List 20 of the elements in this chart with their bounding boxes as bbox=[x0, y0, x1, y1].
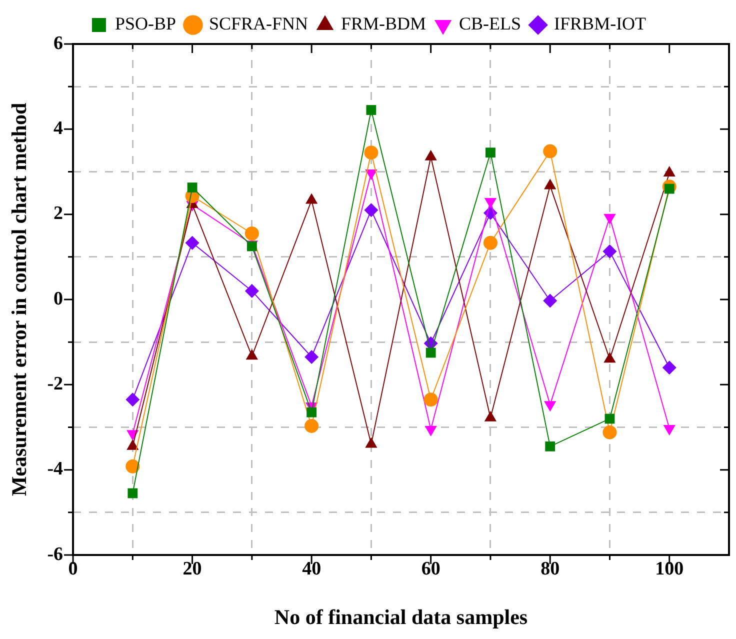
x-tick-label: 20 bbox=[182, 558, 202, 580]
x-axis-title: No of financial data samples bbox=[274, 604, 528, 629]
y-tick-label: -4 bbox=[47, 458, 64, 480]
x-tick-label: 100 bbox=[655, 558, 684, 580]
legend-label: CB-ELS bbox=[459, 14, 522, 34]
x-tick-label: 80 bbox=[540, 558, 560, 580]
x-tick-label: 60 bbox=[421, 558, 440, 580]
y-tick-label: 4 bbox=[54, 118, 64, 140]
y-tick-label: -2 bbox=[47, 374, 64, 395]
y-tick-label: -6 bbox=[47, 544, 64, 565]
legend-label: FRM-BDM bbox=[341, 14, 426, 34]
y-axis-title: Measurement error in control chart method bbox=[7, 102, 32, 496]
legend-label: SCFRA-FNN bbox=[208, 14, 308, 34]
x-tick-label: 40 bbox=[302, 558, 322, 580]
y-tick-label: 2 bbox=[54, 203, 64, 224]
x-tick-label: 0 bbox=[68, 558, 78, 580]
legend-label: PSO-BP bbox=[114, 14, 176, 34]
y-tick-label: 6 bbox=[54, 32, 64, 54]
legend-label: IFRBM-IOT bbox=[554, 14, 646, 34]
y-tick-label: 0 bbox=[54, 288, 64, 310]
